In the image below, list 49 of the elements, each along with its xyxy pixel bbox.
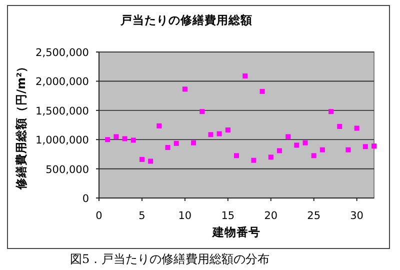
- caption: 図5．戸当たりの修繕費用総額の分布: [70, 252, 270, 266]
- y-tick-label: 500,000: [46, 164, 89, 176]
- point: [311, 153, 316, 158]
- point: [328, 109, 334, 114]
- point: [200, 109, 205, 114]
- x-tick-label: 15: [221, 210, 235, 222]
- point: [174, 140, 179, 146]
- point: [130, 138, 136, 143]
- point: [302, 140, 308, 146]
- point: [216, 131, 222, 136]
- point: [114, 134, 119, 140]
- point: [260, 88, 265, 94]
- point: [182, 86, 188, 92]
- point: [234, 153, 239, 158]
- point: [346, 147, 351, 152]
- y-tick-label: 1,000,000: [36, 134, 89, 147]
- point: [320, 147, 325, 152]
- point: [225, 127, 230, 132]
- point: [122, 136, 128, 142]
- point: [165, 144, 170, 150]
- chart-title: 戸当たりの修繕費用総額: [120, 13, 252, 27]
- point: [362, 144, 368, 150]
- x-tick-label: 30: [350, 210, 364, 222]
- point: [251, 158, 256, 163]
- y-tick-label: 0: [82, 193, 89, 205]
- x-tick-label: 10: [178, 210, 192, 222]
- point: [372, 144, 376, 149]
- point: [294, 142, 300, 148]
- x-tick-label: 0: [96, 210, 102, 222]
- y-tick-label: 2,000,000: [36, 76, 89, 88]
- point: [354, 126, 360, 131]
- x-tick-label: 25: [307, 210, 321, 222]
- point: [139, 156, 144, 162]
- x-axis-title: 建物番号: [212, 225, 260, 239]
- point: [148, 158, 154, 164]
- y-tick-label: 2,500,000: [36, 47, 89, 59]
- y-tick-label: 1,500,000: [36, 105, 89, 118]
- point: [276, 148, 282, 154]
- point: [268, 154, 274, 160]
- point: [337, 124, 342, 129]
- point: [191, 140, 196, 146]
- point: [242, 73, 248, 78]
- x-tick-label: 20: [264, 210, 278, 222]
- point: [156, 123, 162, 128]
- y-axis-title: 修繕費用総額（円/m²）: [14, 60, 28, 191]
- point: [208, 132, 214, 138]
- point: [105, 137, 110, 142]
- point: [286, 134, 291, 140]
- x-tick-label: 5: [138, 210, 146, 222]
